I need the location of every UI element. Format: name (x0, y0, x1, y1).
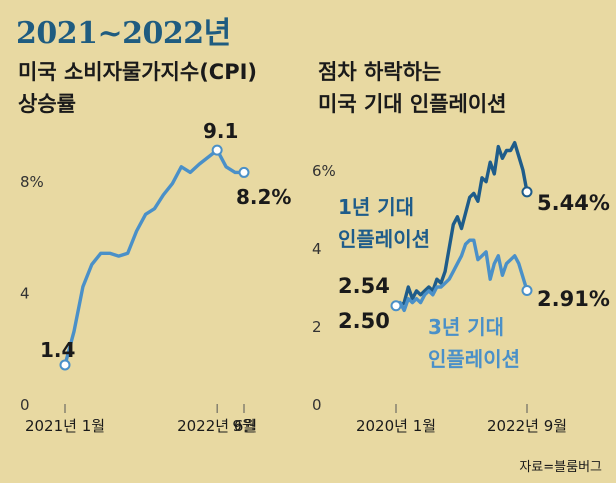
chart0-xtick-label: 9월 (232, 417, 255, 435)
chart0-point-marker (238, 166, 250, 178)
chart1-data-label: 2.91% (537, 287, 610, 311)
chart1-ytick-label: 2 (312, 318, 322, 336)
chart1-point-marker (521, 186, 533, 198)
right-chart-title-line1: 점차 하락하는 (318, 60, 442, 84)
page-title: 2021~2022년 (16, 16, 231, 51)
chart1-data-label: 5.44% (537, 191, 610, 215)
left-chart-title-line1: 미국 소비자물가지수(CPI) (18, 60, 258, 84)
chart0-point-marker (211, 144, 223, 156)
chart1-point-marker (390, 300, 402, 312)
chart1-series-line-1 (394, 238, 529, 313)
chart1-series-name-label: 3년 기대 (428, 315, 504, 339)
chart0-data-label: 8.2% (236, 185, 291, 209)
chart1-ytick-label: 6% (312, 162, 336, 180)
chart0-data-label: 1.4 (40, 338, 75, 362)
chart1-data-label: 2.54 (338, 274, 390, 298)
chart0-data-label: 9.1 (203, 119, 238, 143)
source-note: 자료=블룸버그 (519, 460, 602, 475)
chart0-xtick-label: 2021년 1월 (25, 417, 105, 435)
chart1-point-marker (521, 285, 533, 297)
right-chart-title: 점차 하락하는 미국 기대 인플레이션 (318, 56, 507, 120)
chart1-data-label: 2.50 (338, 309, 390, 333)
chart1-series-name-label: 1년 기대 (338, 195, 414, 219)
chart1-series-name-label: 인플레이션 (428, 347, 520, 371)
chart1-xtick-label: 2022년 9월 (487, 417, 567, 435)
left-chart-title-line2: 상승률 (18, 92, 76, 116)
chart1-ytick-label: 4 (312, 240, 322, 258)
right-chart-title-line2: 미국 기대 인플레이션 (318, 92, 507, 116)
chart0-series-line-0 (63, 148, 246, 367)
chart1-ytick-label: 0 (312, 396, 322, 414)
chart1-series-line-0 (394, 140, 529, 309)
chart0-ytick-label: 8% (20, 173, 44, 191)
chart0-ytick-label: 4 (20, 284, 30, 302)
chart1-series-name-label: 인플레이션 (338, 227, 430, 251)
chart0-xtick-label: 2022년 6월 (177, 417, 257, 435)
chart0-point-marker (59, 359, 71, 371)
chart0-ytick-label: 0 (20, 396, 30, 414)
chart1-xtick-label: 2020년 1월 (356, 417, 436, 435)
left-chart-title: 미국 소비자물가지수(CPI) 상승률 (18, 56, 257, 120)
